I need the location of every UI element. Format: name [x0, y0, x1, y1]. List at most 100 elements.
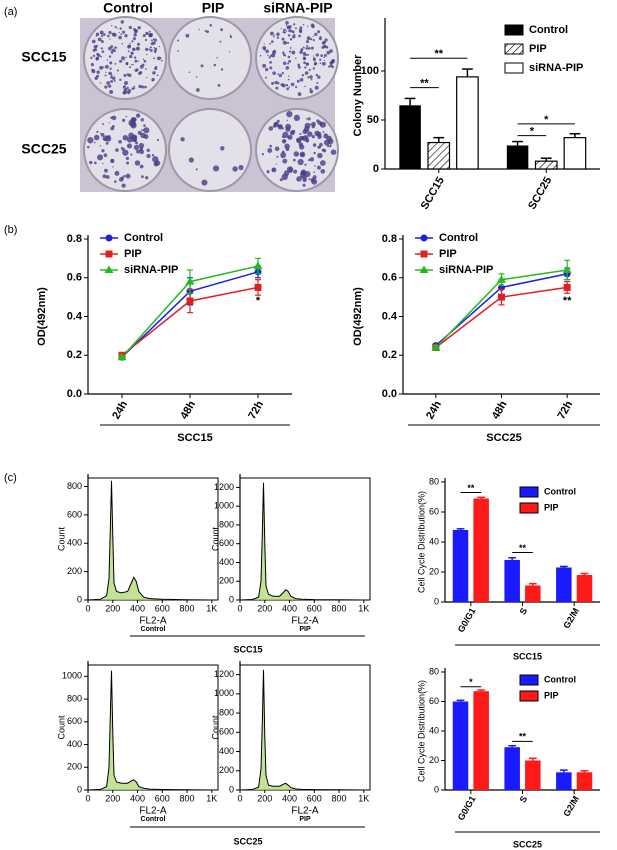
panel-label: (b) [4, 224, 17, 236]
colony [305, 62, 309, 66]
colony [308, 68, 311, 71]
colony [313, 151, 316, 155]
colony [144, 85, 147, 89]
colony [302, 177, 307, 183]
x-tick-label: 400 [130, 793, 145, 803]
x-axis-title: SCC15 [513, 651, 542, 661]
colony [101, 35, 104, 38]
colony [263, 43, 265, 45]
colony [297, 65, 301, 69]
colony [262, 45, 267, 50]
y-tick-label: 0 [434, 784, 439, 794]
significance-label: ** [467, 483, 475, 493]
legend-swatch [519, 486, 539, 498]
colony [297, 158, 304, 166]
y-tick-label: 20 [429, 566, 439, 576]
colony [281, 37, 285, 41]
y-axis-title: OD(492nm) [36, 287, 48, 346]
colony [177, 50, 180, 52]
colony [93, 134, 100, 141]
colony [319, 160, 326, 166]
x-tick-label: 0 [85, 603, 90, 613]
colony [310, 177, 316, 183]
colony [299, 171, 306, 177]
colony [330, 149, 337, 156]
significance-label: * [530, 126, 535, 138]
colony [282, 61, 287, 66]
colony [96, 44, 99, 47]
legend-swatch [519, 690, 539, 702]
colony [139, 64, 144, 69]
colony [323, 53, 327, 57]
colony [276, 32, 280, 36]
colony [153, 47, 156, 49]
significance-label: ** [563, 295, 572, 307]
x-tick-label: 400 [130, 603, 145, 613]
colony [294, 27, 297, 30]
histogram-area [88, 480, 212, 600]
histogram-area [240, 482, 364, 600]
colony [114, 62, 117, 65]
colony [293, 114, 301, 122]
colony [96, 70, 100, 74]
colony [299, 144, 305, 150]
colony [280, 152, 287, 158]
x-tick-label: SCC15 [419, 175, 447, 212]
colony [283, 170, 290, 176]
colony [327, 138, 334, 145]
colony [124, 80, 129, 85]
legend-label: PIP [124, 248, 142, 260]
x-axis-title: SCC15 [177, 432, 212, 444]
colony [314, 85, 319, 90]
colony [105, 71, 107, 74]
marker [497, 275, 506, 283]
colony [216, 57, 218, 59]
colony [90, 56, 93, 60]
colony [99, 145, 102, 147]
colony [291, 129, 296, 134]
colony [306, 25, 309, 27]
colony [110, 50, 113, 53]
significance-label: ** [519, 732, 527, 742]
colony [317, 152, 323, 159]
colony [276, 36, 280, 39]
plot-frame [87, 477, 219, 601]
colony [287, 34, 291, 37]
colony [93, 141, 96, 144]
colony [304, 163, 307, 166]
colony [319, 142, 323, 147]
colony [285, 24, 288, 26]
colony [137, 26, 141, 30]
x-tick-label: 48h [178, 399, 198, 422]
colony [311, 124, 315, 129]
y-axis-title: Count [56, 715, 66, 740]
colony [108, 84, 112, 88]
colony [128, 73, 132, 78]
colony [119, 27, 122, 30]
colony [126, 136, 133, 143]
colony [282, 158, 288, 164]
y-tick-label: 0.4 [382, 310, 398, 322]
colony [289, 38, 293, 41]
colony [146, 32, 149, 34]
colony [266, 170, 270, 174]
colony [268, 126, 274, 131]
legend-label: PIP [529, 43, 547, 55]
colony [157, 56, 161, 61]
colony [128, 66, 131, 69]
colony [267, 54, 269, 56]
y-tick-label: 0.6 [67, 272, 82, 284]
legend-label: Control [439, 232, 478, 244]
colony [87, 137, 94, 144]
colony [315, 53, 319, 57]
colony [305, 47, 308, 50]
colony [123, 87, 128, 92]
colony [121, 56, 125, 61]
y-tick-label: 1000 [214, 501, 234, 511]
colony [156, 74, 159, 77]
colony [104, 74, 107, 77]
colony [125, 173, 131, 179]
colony [148, 48, 151, 51]
x-axis-title: SCC25 [486, 432, 521, 444]
